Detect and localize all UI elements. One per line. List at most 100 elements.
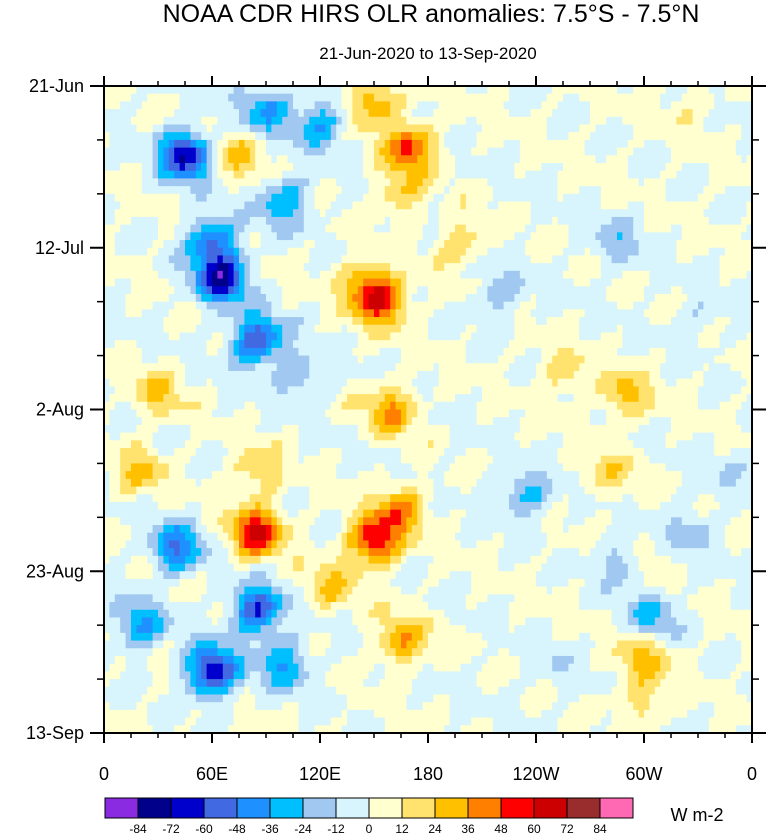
anomaly-cell	[698, 332, 704, 341]
anomaly-cell	[563, 124, 569, 133]
anomaly-cell	[168, 216, 175, 226]
anomaly-cell	[163, 132, 170, 141]
anomaly-cell	[384, 255, 391, 264]
anomaly-cell	[347, 332, 353, 341]
anomaly-cell	[422, 178, 429, 187]
anomaly-cell	[660, 263, 667, 272]
anomaly-cell	[498, 116, 505, 126]
anomaly-cell	[341, 109, 348, 118]
anomaly-cell	[190, 109, 197, 118]
anomaly-cell	[654, 324, 661, 334]
anomaly-cell	[357, 101, 364, 110]
anomaly-cell	[611, 201, 618, 210]
anomaly-cell	[681, 386, 688, 395]
anomaly-cell	[438, 386, 445, 395]
anomaly-cell	[347, 132, 353, 141]
anomaly-cell	[644, 170, 650, 180]
anomaly-cell	[519, 386, 526, 395]
anomaly-cell	[163, 278, 170, 287]
anomaly-cell	[503, 247, 510, 257]
anomaly-cell	[638, 286, 645, 295]
anomaly-cell	[503, 209, 510, 218]
anomaly-cell	[730, 232, 737, 241]
anomaly-cell	[719, 278, 726, 287]
anomaly-cell	[141, 247, 148, 257]
anomaly-cell	[244, 240, 251, 249]
anomaly-cell	[390, 132, 397, 141]
anomaly-cell	[638, 317, 645, 326]
anomaly-cell	[606, 201, 613, 210]
anomaly-cell	[671, 370, 677, 380]
anomaly-cell	[476, 386, 483, 395]
anomaly-cell	[509, 232, 515, 241]
anomaly-cell	[363, 286, 370, 295]
anomaly-cell	[541, 394, 548, 403]
anomaly-cell	[325, 324, 332, 334]
anomaly-cell	[590, 347, 596, 357]
anomaly-cell	[433, 132, 440, 141]
anomaly-cell	[282, 193, 289, 203]
anomaly-cell	[255, 240, 262, 249]
anomaly-cell	[492, 286, 499, 295]
anomaly-cell	[330, 201, 337, 210]
anomaly-cell	[460, 332, 467, 341]
anomaly-cell	[174, 193, 181, 203]
anomaly-cell	[120, 386, 127, 395]
anomaly-cell	[368, 255, 375, 264]
anomaly-cell	[190, 363, 197, 372]
anomaly-cell	[455, 178, 461, 187]
anomaly-cell	[633, 386, 640, 395]
anomaly-cell	[201, 163, 208, 172]
anomaly-cell	[681, 178, 688, 187]
anomaly-cell	[309, 86, 316, 95]
anomaly-cell	[552, 324, 559, 334]
anomaly-cell	[109, 132, 116, 141]
anomaly-cell	[104, 340, 110, 349]
anomaly-cell	[746, 155, 753, 164]
anomaly-cell	[649, 370, 656, 380]
anomaly-cell	[660, 286, 667, 295]
anomaly-cell	[347, 109, 353, 118]
anomaly-cell	[525, 155, 532, 164]
anomaly-cell	[584, 116, 591, 126]
anomaly-cell	[660, 116, 667, 126]
anomaly-cell	[698, 178, 704, 187]
anomaly-cell	[438, 394, 445, 403]
anomaly-cell	[660, 155, 667, 164]
anomaly-cell	[638, 324, 645, 334]
anomaly-cell	[530, 139, 537, 149]
anomaly-cell	[395, 224, 402, 233]
anomaly-cell	[741, 109, 748, 118]
anomaly-cell	[595, 101, 602, 110]
anomaly-cell	[239, 109, 245, 118]
anomaly-cell	[422, 332, 429, 341]
anomaly-cell	[725, 193, 731, 203]
anomaly-cell	[347, 155, 353, 164]
anomaly-cell	[536, 378, 542, 387]
anomaly-cell	[692, 224, 699, 233]
anomaly-cell	[525, 293, 532, 303]
anomaly-cell	[341, 401, 348, 411]
anomaly-cell	[136, 286, 143, 295]
anomaly-cell	[660, 240, 667, 249]
anomaly-cell	[417, 224, 424, 233]
anomaly-cell	[260, 255, 267, 264]
anomaly-cell	[692, 216, 699, 226]
anomaly-cell	[541, 301, 548, 310]
anomaly-cell	[741, 240, 748, 249]
anomaly-cell	[104, 286, 110, 295]
anomaly-cell	[460, 378, 467, 387]
anomaly-cell	[390, 363, 397, 372]
anomaly-cell	[266, 224, 272, 233]
anomaly-cell	[509, 270, 515, 280]
anomaly-cell	[233, 240, 240, 249]
anomaly-cell	[206, 124, 213, 133]
anomaly-cell	[114, 186, 121, 195]
anomaly-cell	[282, 278, 289, 287]
anomaly-cell	[714, 301, 721, 310]
anomaly-cell	[595, 355, 602, 364]
anomaly-cell	[746, 93, 753, 102]
anomaly-cell	[644, 386, 650, 395]
anomaly-cell	[120, 163, 127, 172]
anomaly-cell	[422, 394, 429, 403]
